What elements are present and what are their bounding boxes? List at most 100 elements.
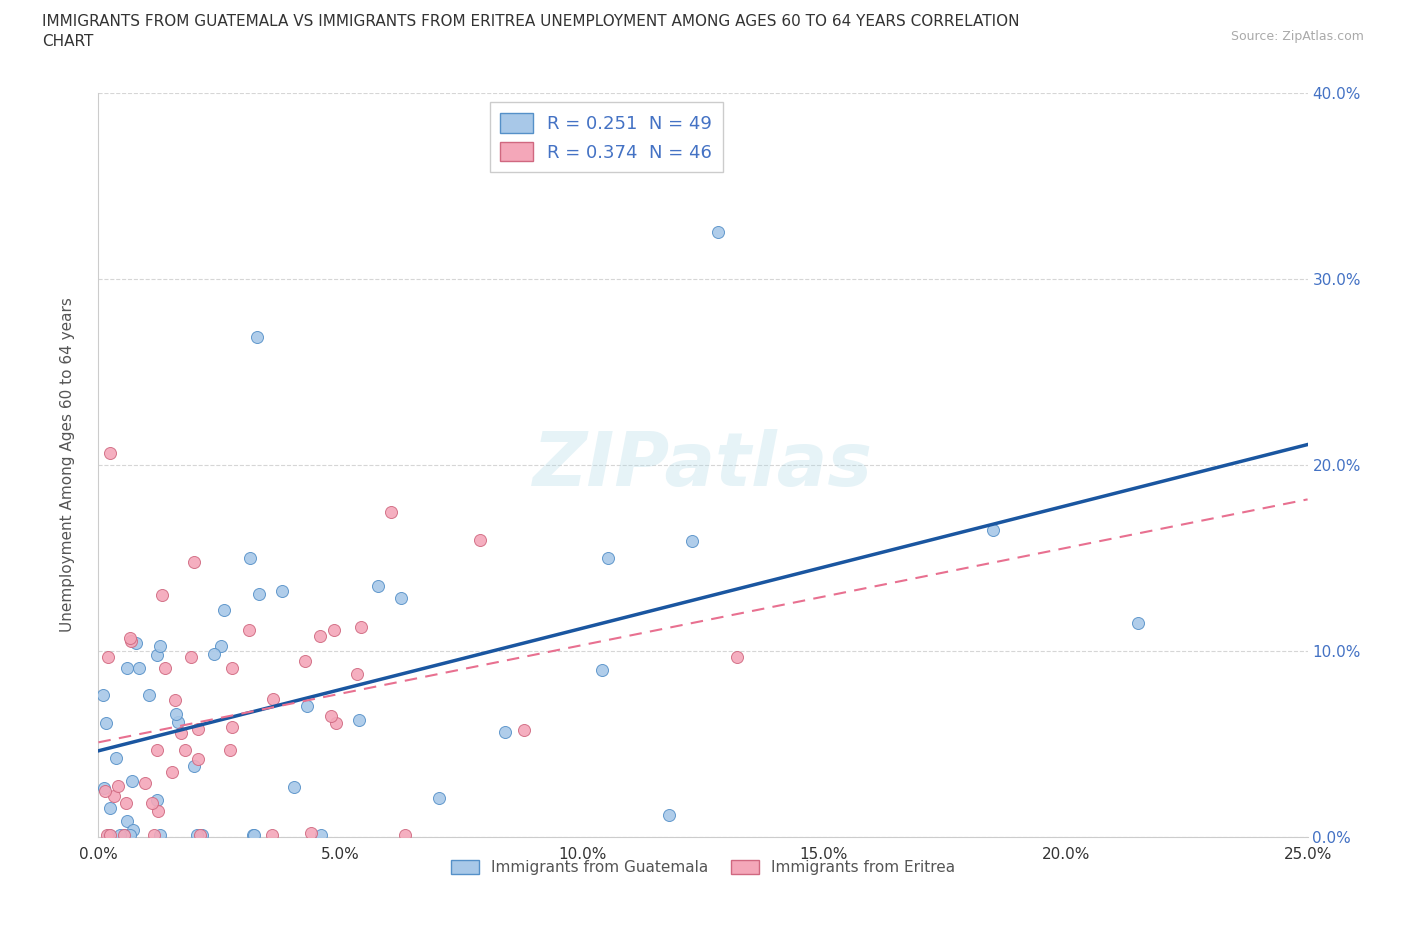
Point <box>494 724 516 739</box>
Point <box>190 828 212 843</box>
Point <box>394 828 416 843</box>
Point <box>112 828 135 843</box>
Point <box>146 742 169 757</box>
Point <box>262 828 284 843</box>
Point <box>681 533 703 548</box>
Point <box>98 445 121 460</box>
Text: IMMIGRANTS FROM GUATEMALA VS IMMIGRANTS FROM ERITREA UNEMPLOYMENT AMONG AGES 60 : IMMIGRANTS FROM GUATEMALA VS IMMIGRANTS … <box>42 14 1019 29</box>
Point <box>121 774 143 789</box>
Point <box>427 791 450 806</box>
Point <box>125 635 148 650</box>
Point <box>219 743 242 758</box>
Point <box>146 804 169 818</box>
Point <box>138 687 160 702</box>
Point <box>141 795 163 810</box>
Point <box>311 828 333 843</box>
Point <box>346 667 368 682</box>
Point <box>214 603 236 618</box>
Legend: Immigrants from Guatemala, Immigrants from Eritrea: Immigrants from Guatemala, Immigrants fr… <box>446 854 960 882</box>
Point <box>150 588 173 603</box>
Point <box>183 554 205 569</box>
Point <box>187 752 209 767</box>
Point <box>283 779 305 794</box>
Point <box>98 801 121 816</box>
Point <box>319 709 342 724</box>
Point <box>174 742 197 757</box>
Point <box>513 723 536 737</box>
Point <box>121 823 143 838</box>
Point <box>165 693 187 708</box>
Point <box>149 639 172 654</box>
Point <box>1128 616 1150 631</box>
Point <box>170 725 193 740</box>
Point <box>166 715 188 730</box>
Point <box>134 776 156 790</box>
Point <box>209 639 232 654</box>
Point <box>107 779 129 794</box>
Point <box>143 828 166 843</box>
Point <box>183 758 205 773</box>
Point <box>596 551 619 565</box>
Point <box>115 796 138 811</box>
Point <box>128 660 150 675</box>
Point <box>271 584 294 599</box>
Point <box>96 715 118 730</box>
Point <box>145 793 167 808</box>
Point <box>294 654 316 669</box>
Point <box>299 826 322 841</box>
Point <box>186 828 208 843</box>
Point <box>322 622 344 637</box>
Point <box>380 505 402 520</box>
Point <box>160 764 183 779</box>
Point <box>706 225 728 240</box>
Text: ZIPatlas: ZIPatlas <box>533 429 873 501</box>
Point <box>112 828 135 843</box>
Point <box>202 646 225 661</box>
Point <box>247 586 270 601</box>
Point <box>98 828 121 843</box>
Point <box>243 828 266 843</box>
Point <box>389 591 412 605</box>
Point <box>238 622 260 637</box>
Point <box>97 828 120 843</box>
Point <box>103 789 125 804</box>
Point <box>325 715 347 730</box>
Y-axis label: Unemployment Among Ages 60 to 64 years: Unemployment Among Ages 60 to 64 years <box>60 298 75 632</box>
Point <box>468 533 491 548</box>
Point <box>188 828 211 843</box>
Point <box>93 784 115 799</box>
Point <box>347 713 370 728</box>
Point <box>981 523 1004 538</box>
Point <box>262 692 284 707</box>
Point <box>97 650 120 665</box>
Point <box>155 660 177 675</box>
Point <box>187 722 209 737</box>
Point <box>115 814 138 829</box>
Point <box>115 660 138 675</box>
Point <box>118 631 141 645</box>
Point <box>146 647 169 662</box>
Point <box>591 662 613 677</box>
Point <box>221 720 243 735</box>
Point <box>350 619 373 634</box>
Point <box>239 551 262 565</box>
Point <box>180 649 202 664</box>
Point <box>120 828 142 843</box>
Point <box>308 629 330 644</box>
Point <box>295 698 318 713</box>
Point <box>165 706 187 721</box>
Point <box>149 828 172 843</box>
Point <box>91 687 114 702</box>
Point <box>725 649 748 664</box>
Point <box>104 751 127 765</box>
Point <box>246 330 269 345</box>
Point <box>120 633 142 648</box>
Point <box>367 578 389 593</box>
Text: Source: ZipAtlas.com: Source: ZipAtlas.com <box>1230 30 1364 43</box>
Point <box>110 828 132 843</box>
Point <box>221 660 243 675</box>
Point <box>658 807 681 822</box>
Point <box>93 780 115 795</box>
Point <box>96 828 118 843</box>
Point <box>242 828 264 843</box>
